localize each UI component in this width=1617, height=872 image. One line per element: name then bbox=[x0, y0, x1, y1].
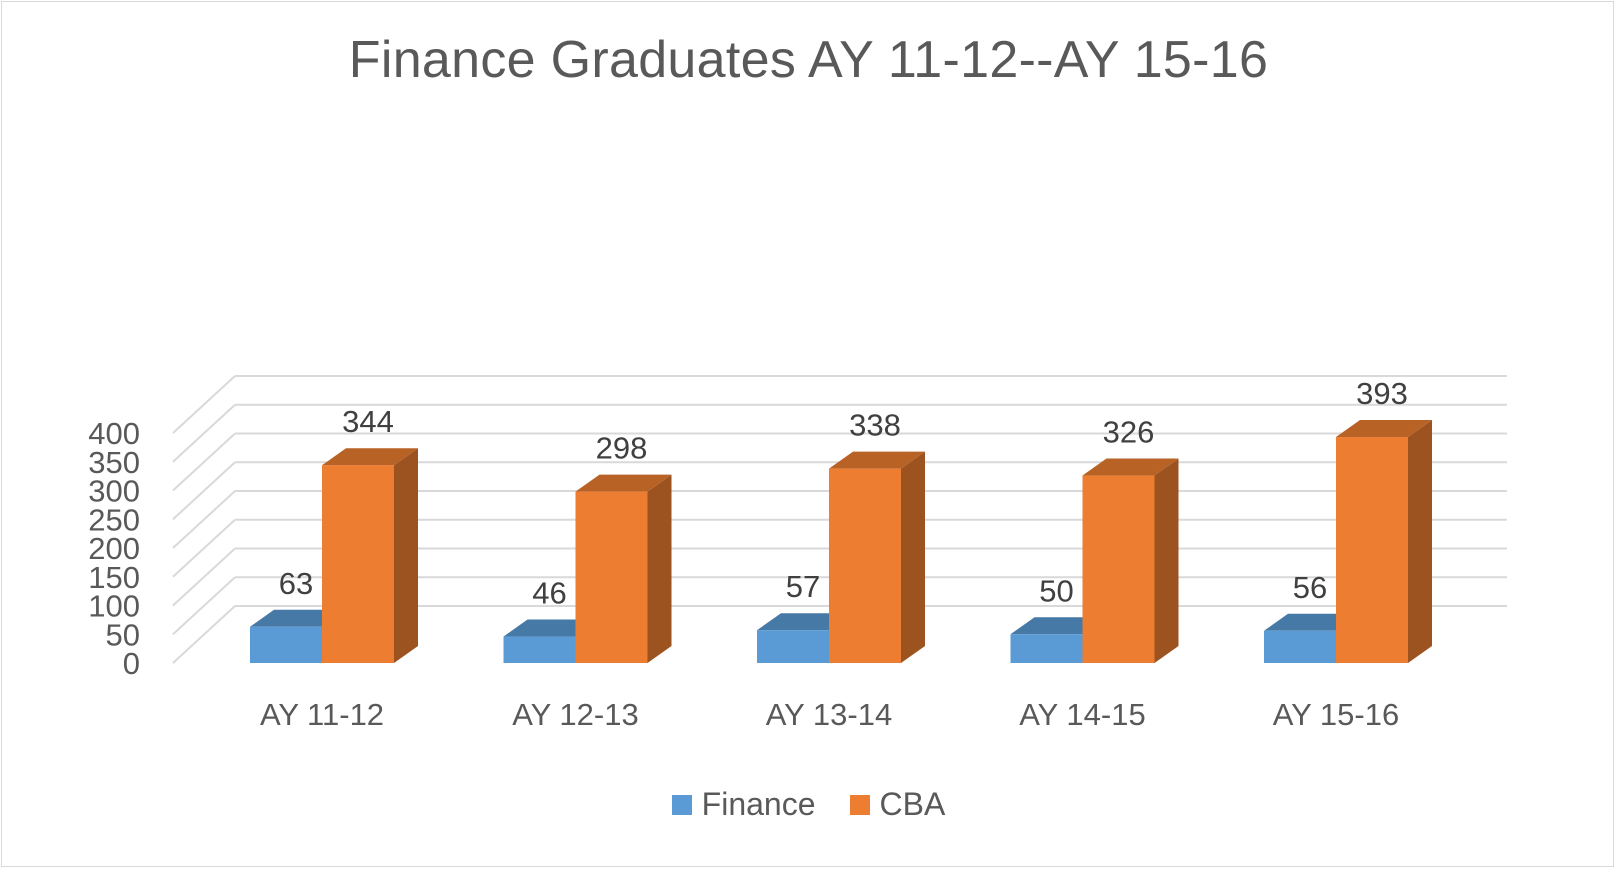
gridline-side-150 bbox=[172, 519, 236, 578]
gridline-side-300 bbox=[172, 432, 236, 492]
bar-cba-2 bbox=[829, 468, 901, 663]
gridline-side-350 bbox=[172, 404, 236, 463]
gridline-side-200 bbox=[172, 490, 236, 549]
bar-cba-0 bbox=[322, 465, 394, 663]
bar-finance-2 bbox=[757, 630, 829, 663]
chart-legend: Finance CBA bbox=[0, 786, 1617, 823]
bar-side-cba-1 bbox=[647, 474, 672, 663]
bar-top-cba-0 bbox=[322, 448, 418, 466]
bar-top-cba-1 bbox=[575, 474, 672, 492]
bar-top-cba-2 bbox=[829, 451, 925, 469]
bar-top-cba-4 bbox=[1336, 420, 1432, 438]
chart-title: Finance Graduates AY 11-12--AY 15-16 bbox=[348, 31, 1269, 89]
data-label-finance-0: 63 bbox=[279, 566, 313, 601]
bar-side-cba-0 bbox=[394, 448, 418, 663]
bar-finance-0 bbox=[250, 626, 322, 663]
bar-cba-4 bbox=[1336, 437, 1408, 663]
bar-side-cba-3 bbox=[1154, 458, 1179, 663]
legend-item-cba: CBA bbox=[849, 786, 946, 823]
legend-swatch-cba bbox=[849, 794, 870, 815]
x-tick-label-0: AY 11-12 bbox=[260, 697, 384, 732]
x-tick-label-1: AY 12-13 bbox=[512, 697, 638, 732]
bar-side-cba-4 bbox=[1408, 420, 1432, 663]
gridline-side-50 bbox=[172, 576, 236, 635]
data-label-finance-3: 50 bbox=[1039, 573, 1073, 608]
data-label-cba-0: 344 bbox=[342, 404, 394, 439]
x-tick-label-4: AY 15-16 bbox=[1273, 697, 1399, 732]
legend-item-finance: Finance bbox=[671, 786, 816, 823]
bar-finance-1 bbox=[503, 636, 576, 663]
bar-cba-1 bbox=[575, 491, 648, 663]
data-label-cba-1: 298 bbox=[596, 431, 648, 466]
y-tick-label-350: 350 bbox=[88, 445, 140, 480]
bar-cba-3 bbox=[1082, 475, 1155, 663]
y-tick-label-400: 400 bbox=[88, 416, 140, 451]
bar-top-cba-3 bbox=[1082, 458, 1179, 476]
gridline-side-100 bbox=[172, 547, 236, 607]
y-tick-label-300: 300 bbox=[88, 474, 140, 509]
data-label-finance-2: 57 bbox=[786, 569, 820, 604]
data-label-finance-1: 46 bbox=[532, 576, 566, 611]
data-label-cba-4: 393 bbox=[1356, 376, 1408, 411]
data-label-cba-2: 338 bbox=[849, 408, 901, 443]
data-label-cba-3: 326 bbox=[1103, 415, 1155, 450]
x-tick-label-2: AY 13-14 bbox=[766, 697, 892, 732]
x-tick-label-3: AY 14-15 bbox=[1019, 697, 1145, 732]
bar-finance-3 bbox=[1010, 634, 1083, 663]
gridline-side-250 bbox=[172, 461, 236, 520]
legend-swatch-finance bbox=[671, 794, 692, 815]
bar-side-cba-2 bbox=[901, 451, 925, 663]
y-tick-label-100: 100 bbox=[88, 589, 140, 624]
bar-finance-4 bbox=[1264, 630, 1336, 663]
legend-label-finance: Finance bbox=[701, 786, 816, 822]
y-tick-label-0: 0 bbox=[123, 646, 140, 681]
data-label-finance-4: 56 bbox=[1293, 570, 1327, 605]
gridline-side-400 bbox=[172, 375, 236, 434]
legend-label-cba: CBA bbox=[879, 786, 946, 822]
y-tick-label-250: 250 bbox=[88, 502, 140, 537]
y-tick-label-50: 50 bbox=[106, 617, 140, 652]
gridline-side-0 bbox=[172, 605, 236, 664]
y-tick-label-200: 200 bbox=[88, 531, 140, 566]
y-tick-label-150: 150 bbox=[88, 560, 140, 595]
